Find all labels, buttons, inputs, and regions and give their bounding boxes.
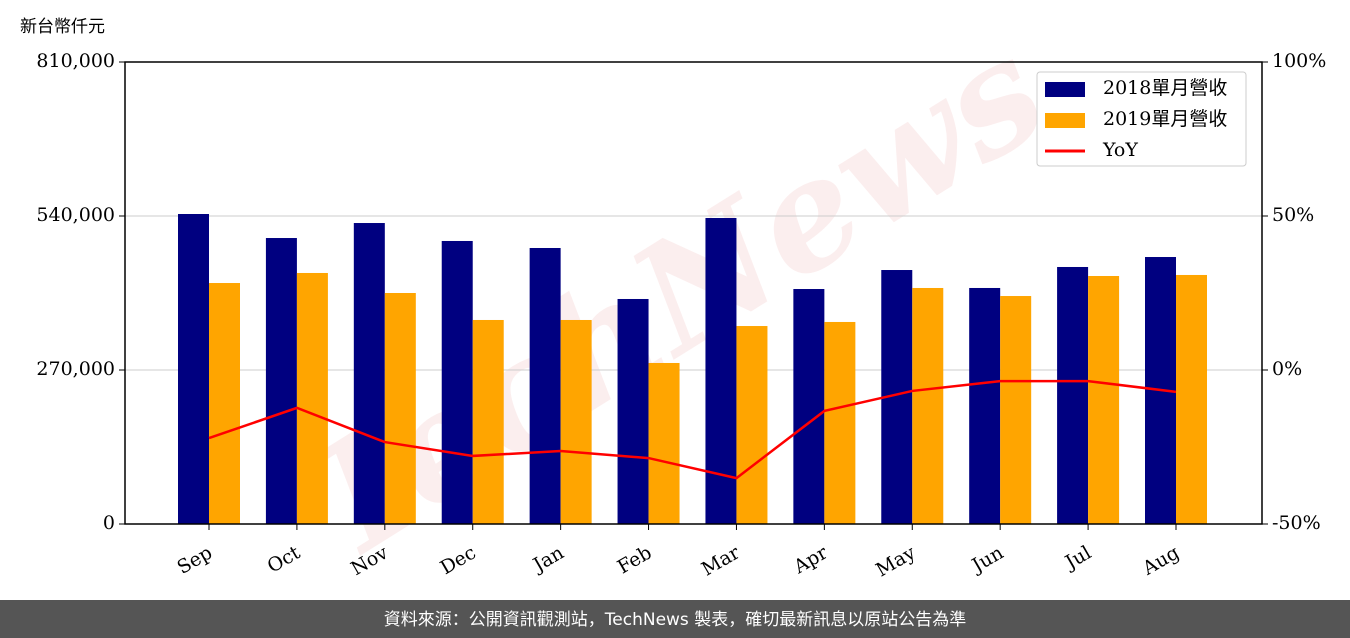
bar [824,321,856,524]
y2-tick-label: 50% [1272,204,1314,226]
bar [441,240,473,524]
bar [1000,296,1032,524]
bar [353,223,385,524]
x-tick-label: Oct [264,541,305,577]
bar [1088,276,1120,524]
bar [648,362,680,524]
bar [529,247,561,524]
bar [736,326,768,524]
bar [912,287,944,524]
x-tick-label: Dec [437,542,480,580]
legend-label: YoY [1102,139,1138,161]
y-tick-label: 270,000 [36,358,115,380]
bar [296,272,328,524]
x-tick-label: Apr [789,541,832,578]
legend-label: 2018單月營收 [1103,77,1227,99]
bar [793,289,825,524]
bar [265,238,297,524]
line [208,379,1177,480]
footer-text: 資料來源：公開資訊觀測站，TechNews 製表，確切最新訊息以原站公告為準 [384,610,966,630]
bar [617,298,649,524]
x-tick-label: Jan [528,542,568,578]
bar [209,283,240,524]
bar [472,319,504,524]
bar [1057,266,1089,524]
x-tick-label: Jun [967,542,1008,578]
x-tick-label: Mar [698,541,744,580]
bar [969,287,1001,524]
legend-box [1036,71,1247,167]
y2-tick-label: 100% [1272,50,1326,72]
y-unit-label: 新台幣仟元 [20,17,105,37]
plot-frame [124,61,1263,525]
bar [178,214,209,524]
x-tick-label: May [872,541,919,581]
y-tick-label: 540,000 [36,204,115,226]
y2-tick-label: 0% [1272,358,1302,380]
x-tick-label: Jul [1060,542,1095,575]
legend-label: 2019單月營收 [1103,108,1227,130]
bar [560,319,592,524]
legend-swatch [1045,113,1085,128]
bar [384,293,416,524]
legend-swatch [1045,82,1085,97]
footer-bar [0,600,1350,638]
y2-tick-label: -50% [1272,512,1321,534]
bar [1176,274,1207,524]
x-tick-label: Sep [173,542,216,579]
y-tick-label: 0 [103,512,115,534]
x-tick-label: Feb [614,542,656,579]
x-tick-label: Aug [1138,542,1183,581]
y-tick-label: 810,000 [36,50,115,72]
